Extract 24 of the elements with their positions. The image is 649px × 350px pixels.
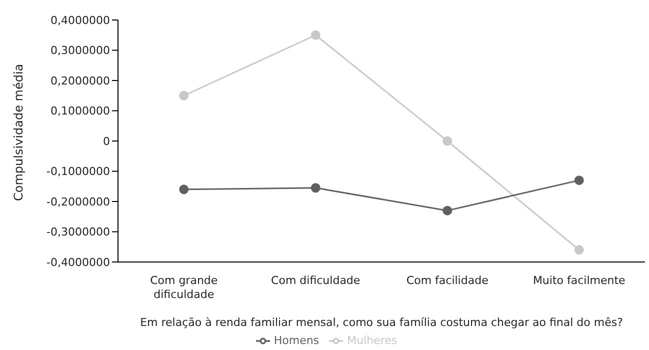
x-tick-label: Com grande dificuldade xyxy=(150,274,218,301)
legend-label: Homens xyxy=(274,334,320,348)
y-tick-label: 0,2000000 xyxy=(50,74,110,88)
y-tick-label: -0,4000000 xyxy=(46,256,110,269)
y-tick-label: 0,4000000 xyxy=(50,14,110,27)
x-tick-label: Com dificuldade xyxy=(271,274,360,287)
point xyxy=(574,176,584,186)
point xyxy=(179,90,189,100)
y-tick-label: -0,3000000 xyxy=(46,226,110,239)
point xyxy=(442,206,452,216)
y-tick-label: 0,1000000 xyxy=(50,104,110,118)
y-tick-label: 0,3000000 xyxy=(50,44,110,58)
x-axis-title: Em relação à renda familiar mensal, como sua família costuma chegar ao final do mês? xyxy=(140,316,624,329)
y-tick-label: 0 xyxy=(103,134,110,148)
point xyxy=(574,245,584,255)
y-axis-title: Compulsividade média xyxy=(11,64,26,201)
y-tick-label: -0,2000000 xyxy=(46,195,110,208)
point xyxy=(310,30,320,40)
point xyxy=(442,136,452,146)
point xyxy=(179,184,189,194)
point xyxy=(310,183,320,193)
y-tick-label: -0,1000000 xyxy=(46,165,110,178)
x-tick-label: Muito facilmente xyxy=(532,274,626,287)
x-tick-label: Com facilidade xyxy=(406,274,489,287)
